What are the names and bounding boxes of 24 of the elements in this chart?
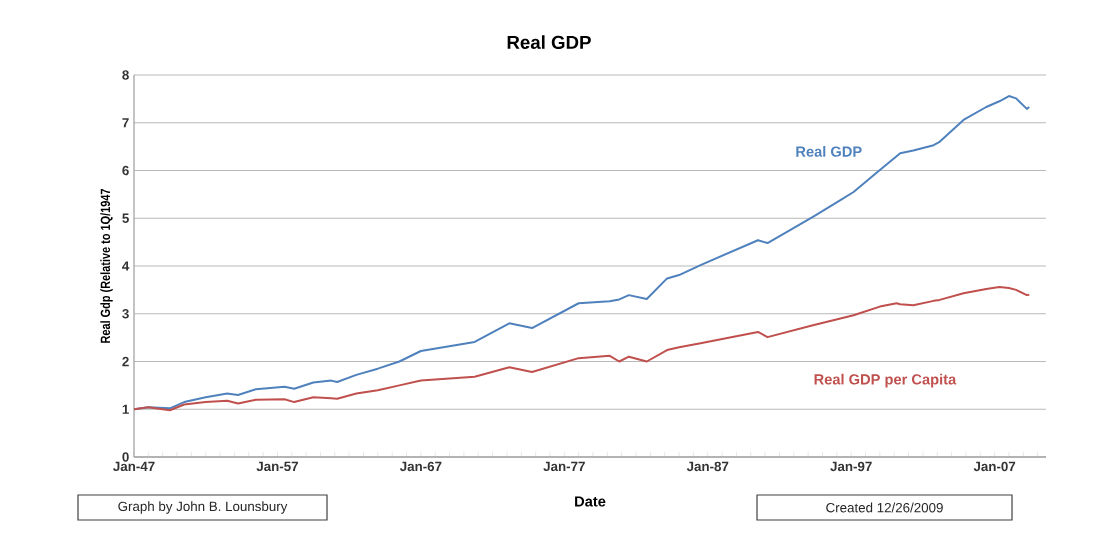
x-tick-label: Jan-87 xyxy=(686,461,729,472)
text: Real GDP per Capita xyxy=(814,373,957,388)
x-tick-label: Jan-97 xyxy=(830,461,872,472)
x-tick-label: Jan-67 xyxy=(399,461,442,472)
y-tick-label: 3 xyxy=(122,309,129,319)
y-tick-label: 5 xyxy=(122,213,129,223)
y-tick-label: 8 xyxy=(122,70,129,80)
series-label: Real GDP xyxy=(796,146,862,157)
text: Graph by John B. Lounsbury xyxy=(118,501,288,514)
y-tick-label: 2 xyxy=(122,356,129,367)
text: Created 12/26/2009 xyxy=(826,502,943,513)
x-tick-label: Jan-47 xyxy=(113,461,155,472)
y-axis-title: Real Gdp (Relative to 1Q/1947 xyxy=(100,189,113,343)
x-tick-label: Jan-07 xyxy=(973,461,1016,472)
chart-title: Real GDP xyxy=(507,35,591,49)
y-tick-label: 4 xyxy=(122,261,130,271)
x-tick-label: Jan-77 xyxy=(543,461,585,472)
y-tick-label: 1 xyxy=(122,404,129,414)
y-tick-label: 7 xyxy=(122,118,129,128)
y-tick-label: 0 xyxy=(122,452,129,462)
line-series xyxy=(134,286,1031,412)
x-tick-label: Jan-57 xyxy=(256,461,298,472)
x-axis-title: Date xyxy=(575,496,606,507)
y-tick-label: 6 xyxy=(122,165,129,176)
